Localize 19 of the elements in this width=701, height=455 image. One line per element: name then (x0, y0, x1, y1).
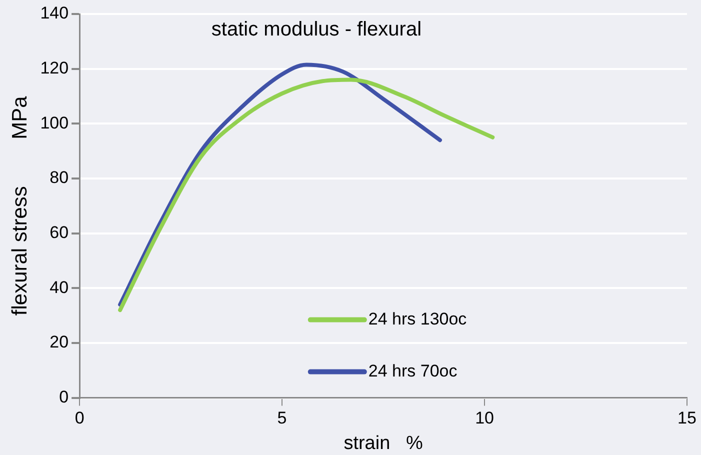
y-axis-title: flexural stress MPa (8, 96, 32, 316)
y-tick-label: 100 (40, 113, 69, 132)
y-tick-label: 0 (59, 387, 69, 406)
x-tick-label: 0 (74, 408, 84, 428)
y-tick-label: 40 (50, 278, 69, 297)
y-tick-label: 80 (50, 168, 69, 188)
legend-label: 24 hrs 130oc (368, 309, 468, 328)
y-tick-label: 60 (50, 223, 69, 242)
x-tick-label: 15 (678, 408, 696, 428)
chart-title: static modulus - flexural (211, 18, 422, 41)
line-series (118, 62, 442, 307)
x-tick-label: 10 (475, 408, 494, 428)
line-series (118, 78, 495, 312)
y-tick-label: 20 (50, 332, 69, 352)
x-axis-title: strain % (344, 432, 423, 454)
y-tick-label: 140 (40, 4, 69, 23)
legend-label: 24 hrs 70oc (368, 361, 458, 380)
y-tick-label: 120 (40, 58, 69, 78)
x-tick-label: 5 (277, 408, 287, 428)
